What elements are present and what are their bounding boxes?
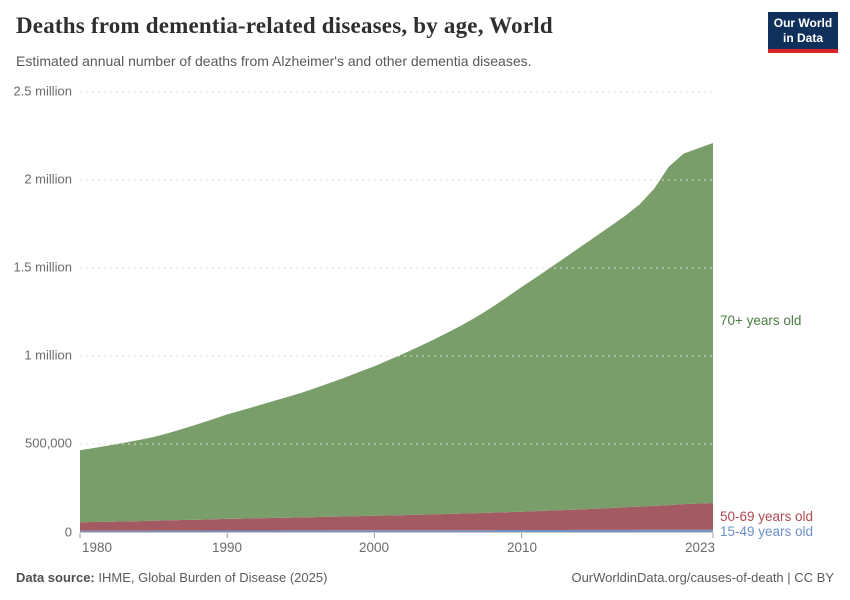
area-15-49-years-old[interactable] bbox=[80, 529, 713, 532]
series-label-15-49: 15-49 years old bbox=[720, 524, 814, 539]
area-50-69-years-old[interactable] bbox=[80, 503, 713, 531]
credit-link[interactable]: OurWorldinData.org/causes-of-death | CC … bbox=[571, 570, 834, 585]
x-tick-label: 2023 bbox=[684, 540, 716, 555]
y-tick-label: 500,000 bbox=[25, 435, 72, 451]
data-source-label: Data source: bbox=[16, 570, 95, 585]
data-source-note: Data source: IHME, Global Burden of Dise… bbox=[16, 570, 327, 585]
x-tick-label: 1980 bbox=[81, 540, 113, 555]
x-tick-label: 1990 bbox=[211, 540, 243, 555]
series-label-70plus: 70+ years old bbox=[720, 313, 802, 328]
page-title: Deaths from dementia-related diseases, b… bbox=[16, 13, 553, 38]
y-tick-label: 2.5 million bbox=[13, 83, 72, 99]
chart-subtitle: Estimated annual number of deaths from A… bbox=[16, 53, 532, 69]
x-tick-label: 2000 bbox=[358, 540, 390, 555]
y-tick-label: 1 million bbox=[24, 347, 72, 363]
x-tick-label: 2010 bbox=[506, 540, 538, 555]
y-tick-label: 0 bbox=[64, 524, 72, 540]
owid-logo: Our World in Data bbox=[768, 12, 838, 53]
y-tick-label: 1.5 million bbox=[13, 259, 72, 275]
series-label-50-69: 50-69 years old bbox=[720, 509, 814, 524]
y-tick-label: 2 million bbox=[24, 171, 72, 187]
owid-logo-text: Our World in Data bbox=[773, 15, 833, 45]
area-70+-years-old[interactable] bbox=[80, 143, 713, 523]
data-source-text: IHME, Global Burden of Disease (2025) bbox=[94, 570, 328, 585]
